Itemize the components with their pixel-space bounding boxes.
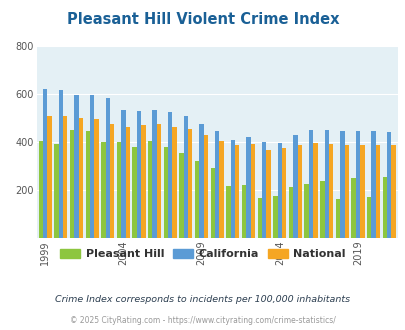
Bar [366, 197, 371, 238]
Bar [219, 141, 223, 238]
Bar [390, 145, 395, 238]
Bar [292, 135, 297, 238]
Bar [90, 94, 94, 238]
Bar [328, 144, 333, 238]
Bar [320, 182, 324, 238]
Bar [266, 149, 270, 238]
Bar [313, 143, 317, 238]
Bar [188, 129, 192, 238]
Bar [168, 112, 172, 238]
Bar [156, 124, 161, 238]
Bar [234, 145, 239, 238]
Bar [215, 131, 219, 238]
Bar [172, 127, 177, 238]
Bar [250, 144, 254, 238]
Bar [141, 125, 145, 238]
Bar [43, 89, 47, 238]
Bar [47, 116, 51, 238]
Bar [70, 130, 74, 238]
Bar [382, 177, 386, 238]
Text: Crime Index corresponds to incidents per 100,000 inhabitants: Crime Index corresponds to incidents per… [55, 295, 350, 304]
Bar [230, 140, 234, 238]
Bar [105, 98, 110, 238]
Bar [54, 144, 58, 238]
Bar [117, 142, 121, 238]
Bar [38, 141, 43, 238]
Bar [257, 198, 261, 238]
Bar [179, 153, 183, 238]
Bar [359, 146, 364, 238]
Bar [308, 130, 313, 238]
Bar [288, 187, 292, 238]
Bar [136, 111, 141, 238]
Bar [261, 142, 266, 238]
Bar [121, 110, 125, 238]
Bar [339, 131, 344, 238]
Bar [74, 95, 79, 238]
Bar [101, 142, 105, 238]
Bar [297, 146, 301, 238]
Bar [355, 131, 359, 238]
Bar [324, 130, 328, 238]
Bar [94, 119, 98, 238]
Bar [226, 186, 230, 238]
Legend: Pleasant Hill, California, National: Pleasant Hill, California, National [55, 244, 350, 263]
Text: © 2025 CityRating.com - https://www.cityrating.com/crime-statistics/: © 2025 CityRating.com - https://www.city… [70, 316, 335, 325]
Bar [183, 116, 188, 238]
Bar [277, 143, 281, 238]
Bar [203, 135, 208, 238]
Bar [371, 131, 375, 238]
Bar [375, 145, 379, 238]
Bar [351, 178, 355, 238]
Bar [281, 148, 286, 238]
Bar [148, 141, 152, 238]
Bar [199, 124, 203, 238]
Bar [163, 147, 168, 238]
Bar [152, 110, 156, 238]
Bar [344, 146, 348, 238]
Bar [79, 118, 83, 238]
Bar [210, 168, 215, 238]
Bar [85, 131, 90, 238]
Bar [132, 147, 136, 238]
Text: Pleasant Hill Violent Crime Index: Pleasant Hill Violent Crime Index [66, 12, 339, 26]
Bar [246, 137, 250, 238]
Bar [335, 199, 339, 238]
Bar [58, 90, 63, 238]
Bar [386, 132, 390, 238]
Bar [304, 184, 308, 238]
Bar [241, 185, 246, 238]
Bar [110, 124, 114, 238]
Bar [63, 116, 67, 238]
Bar [125, 127, 130, 238]
Bar [194, 161, 199, 238]
Bar [273, 196, 277, 238]
